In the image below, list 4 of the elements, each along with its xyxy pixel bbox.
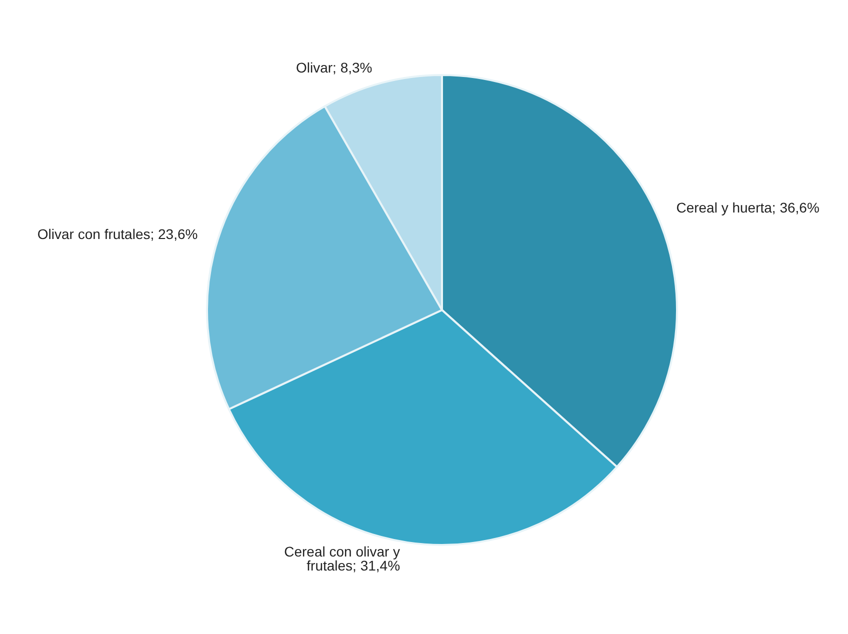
slice-label: Cereal y huerta; 36,6% — [676, 200, 820, 216]
slice-label: Olivar con frutales; 23,6% — [37, 226, 198, 242]
slice-label: Cereal con olivar y frutales; 31,4% — [284, 543, 400, 574]
slice-label: Olivar; 8,3% — [296, 60, 372, 76]
